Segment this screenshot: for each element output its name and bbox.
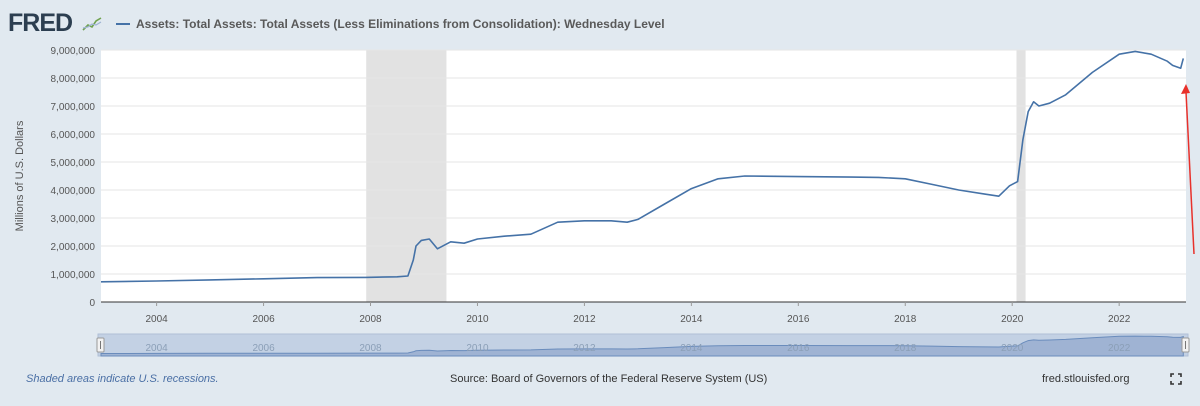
- y-tick-label: 0: [89, 298, 95, 309]
- x-tick-label: 2022: [1108, 314, 1131, 325]
- y-tick-label: 5,000,000: [51, 158, 96, 169]
- navigator-tick-label: 2012: [573, 343, 596, 354]
- y-tick-label: 3,000,000: [51, 214, 96, 225]
- legend-series-label: Assets: Total Assets: Total Assets (Less…: [136, 17, 665, 31]
- x-tick-label: 2018: [894, 314, 917, 325]
- x-tick-label: 2004: [145, 314, 168, 325]
- navigator-tick-label: 2014: [680, 343, 703, 354]
- chart-legend[interactable]: Assets: Total Assets: Total Assets (Less…: [116, 15, 665, 33]
- navigator-tick-label: 2016: [787, 343, 810, 354]
- navigator-tick-label: 2006: [252, 343, 275, 354]
- navigator-tick-label: 2010: [466, 343, 489, 354]
- x-tick-label: 2012: [573, 314, 596, 325]
- navigator-tick-label: 2022: [1108, 343, 1131, 354]
- fred-logo[interactable]: FRED: [8, 9, 73, 37]
- y-tick-label: 6,000,000: [51, 130, 96, 141]
- x-tick-label: 2010: [466, 314, 489, 325]
- y-tick-label: 9,000,000: [51, 46, 96, 57]
- x-tick-label: 2016: [787, 314, 810, 325]
- recession-band: [366, 50, 447, 302]
- chart-header: FRED Assets: Total Assets: Total Assets …: [8, 8, 1188, 38]
- x-tick-label: 2006: [252, 314, 275, 325]
- source-note: Source: Board of Governors of the Federa…: [450, 373, 768, 385]
- navigator-tick-label: 2004: [145, 343, 168, 354]
- recession-note: Shaded areas indicate U.S. recessions.: [26, 373, 219, 385]
- chart-line-icon: [82, 16, 102, 32]
- navigator-series: [100, 335, 1184, 357]
- y-tick-label: 7,000,000: [51, 102, 96, 113]
- y-tick-label: 2,000,000: [51, 242, 96, 253]
- y-tick-label: 4,000,000: [51, 186, 96, 197]
- y-tick-label: 1,000,000: [51, 270, 96, 281]
- recession-band: [1016, 50, 1026, 302]
- fullscreen-icon[interactable]: [1170, 373, 1182, 385]
- navigator-tick-label: 2018: [894, 343, 917, 354]
- y-axis-title: Millions of U.S. Dollars: [14, 120, 26, 231]
- red-arrow-head: [1181, 84, 1190, 94]
- red-arrow-icon: [1185, 91, 1195, 255]
- legend-swatch: [116, 23, 130, 25]
- x-tick-label: 2020: [1001, 314, 1024, 325]
- navigator-tick-label: 2020: [1001, 343, 1024, 354]
- series-line[interactable]: [100, 50, 1185, 283]
- navigator-tick-label: 2008: [359, 343, 382, 354]
- x-tick-label: 2008: [359, 314, 382, 325]
- x-tick-label: 2014: [680, 314, 703, 325]
- y-tick-label: 8,000,000: [51, 74, 96, 85]
- plot-area: [101, 50, 1186, 302]
- site-link[interactable]: fred.stlouisfed.org: [1042, 373, 1130, 385]
